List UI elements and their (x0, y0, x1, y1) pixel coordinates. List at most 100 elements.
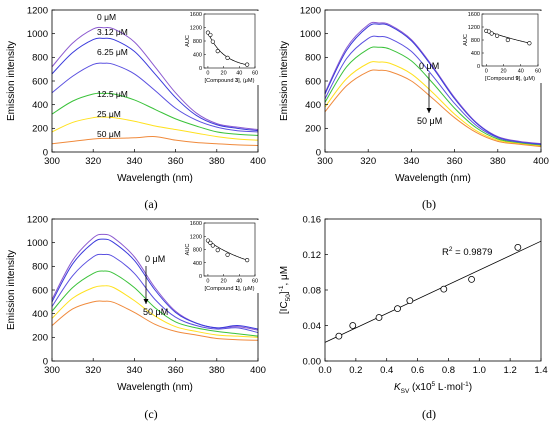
trend-arrow-head (143, 299, 149, 304)
y-tick-label: 1200 (27, 5, 48, 16)
x-label-sv: SV (401, 388, 410, 395)
inset-data-point (210, 39, 215, 44)
series-line-6 (324, 69, 542, 148)
inset-data-point (208, 240, 213, 245)
y-axis-label: [IC50]-1, μM (278, 266, 292, 314)
inset-xlabel-suffix: ], (μM) (238, 286, 254, 292)
series-line-5 (324, 61, 542, 147)
inset-xlabel-compound: 1 (235, 286, 238, 292)
series-line-3 (51, 253, 259, 334)
r-squared-value: = 0.9879 (453, 247, 493, 258)
x-tick-label: 1.0 (473, 365, 486, 376)
series-line-2 (51, 37, 259, 132)
x-tick-label: 0.4 (380, 365, 393, 376)
x-tick-label: 400 (250, 365, 266, 376)
plot-frame (324, 218, 542, 362)
annotation-top: 0 μM (145, 254, 165, 264)
y-tick-label: 0 (316, 147, 321, 158)
y-tick-label: 200 (305, 124, 321, 135)
inset-y-tick-label: 1600 (190, 221, 202, 227)
series-line-1 (51, 26, 259, 131)
panel-label: (c) (144, 407, 157, 421)
series-line-2 (51, 238, 259, 330)
series-line-4 (324, 46, 542, 146)
inset-x-axis-label: [Compound 1], (μM) (205, 286, 255, 292)
y-tick-label: 0.16 (303, 214, 322, 225)
y-tick-label: 800 (32, 53, 48, 64)
x-label-exp2: -1 (463, 381, 469, 388)
inset-y-tick-label: 800 (193, 248, 202, 254)
inset-xlabel-suffix: ], (μM) (519, 76, 535, 82)
inset-y-tick-label: 400 (193, 53, 202, 59)
x-label-close: ) (469, 382, 472, 393)
x-tick-label: 400 (533, 156, 549, 167)
inset-y-axis-label: AUC (463, 34, 469, 46)
y-tick-label: 200 (32, 124, 48, 135)
x-tick-label: 0.8 (442, 365, 455, 376)
inset-data-point (225, 55, 230, 60)
inset-y-tick-label: 400 (471, 51, 480, 57)
y-tick-label: 1200 (300, 5, 321, 16)
x-axis-label: Wavelength (nm) (117, 173, 193, 184)
inset-y-tick-label: 800 (193, 39, 202, 45)
inset-data-point (208, 32, 213, 38)
inset-y-tick-label: 400 (193, 261, 202, 267)
x-tick-label: 380 (209, 365, 225, 376)
series-line-3 (51, 62, 259, 133)
inset-xlabel-compound: 9 (516, 76, 519, 82)
x-tick-label: 300 (317, 156, 333, 167)
x-axis-label: Wavelength (nm) (395, 173, 471, 184)
inset-data-point (205, 30, 211, 35)
series-line-6 (51, 300, 259, 341)
inset-data-point (527, 41, 532, 46)
inset-x-tick-label: 60 (252, 71, 258, 77)
y-tick-label: 200 (32, 333, 48, 344)
y-tick-label: 400 (305, 100, 321, 111)
y-tick-label: 0.08 (303, 285, 322, 296)
r-squared-symbol: R (442, 247, 449, 258)
inset-x-tick-label: 40 (236, 71, 242, 77)
annotation-bottom: 50 μM (417, 116, 442, 126)
panel-label: (d) (422, 407, 436, 421)
y-label-50: 50 (285, 294, 292, 302)
y-label-exp: -1 (278, 285, 285, 291)
inset-y-axis-label: AUC (185, 35, 191, 47)
x-label-exp: 5 (432, 381, 436, 388)
y-tick-label: 1000 (300, 29, 321, 40)
trend-arrow-head (426, 108, 432, 113)
x-tick-label: 320 (85, 365, 101, 376)
y-tick-label: 1200 (27, 214, 48, 225)
inset-x-tick-label: 20 (500, 69, 506, 75)
series-line-4 (51, 270, 259, 337)
y-tick-label: 400 (32, 100, 48, 111)
inset-x-tick-label: 60 (535, 69, 541, 75)
inset-x-tick-label: 20 (221, 71, 227, 77)
inset-data-point (215, 248, 220, 253)
inset-fit-curve (486, 30, 532, 44)
series-label: 25 μM (97, 109, 121, 119)
annotation-bottom: 50 μM (143, 307, 168, 317)
y-axis-label: Emission intensity (279, 41, 290, 121)
inset-x-axis-label: [Compound 9], (μM) (485, 76, 535, 82)
x-tick-label: 360 (168, 156, 184, 167)
data-point (440, 285, 448, 293)
inset-x-tick-label: 0 (206, 71, 209, 77)
data-point (375, 314, 383, 321)
inset-data-point (215, 49, 220, 54)
panel-b: 300 320 340 360 380 400020040060080010001200W… (279, 5, 549, 211)
y-tick-label: 0 (43, 356, 48, 367)
x-tick-label: 340 (403, 156, 419, 167)
inset-plot: 0 20 40 60 0 400 800 1200 1600 [Compound 3], (μM)… (178, 11, 259, 85)
y-axis-label: Emission intensity (6, 250, 17, 330)
inset-data-point (245, 62, 250, 67)
x-axis-label: Wavelength (nm) (117, 382, 193, 393)
x-label-unit-a: (x10 (409, 382, 432, 393)
x-tick-label: 380 (209, 156, 225, 167)
series-label: 50 μM (97, 129, 121, 139)
inset-xlabel-prefix: [Compound (205, 286, 235, 292)
series-line-4 (51, 92, 259, 136)
inset-y-tick-label: 0 (199, 66, 202, 72)
y-tick-label: 0 (43, 147, 48, 158)
inset-y-tick-label: 0 (199, 274, 202, 280)
